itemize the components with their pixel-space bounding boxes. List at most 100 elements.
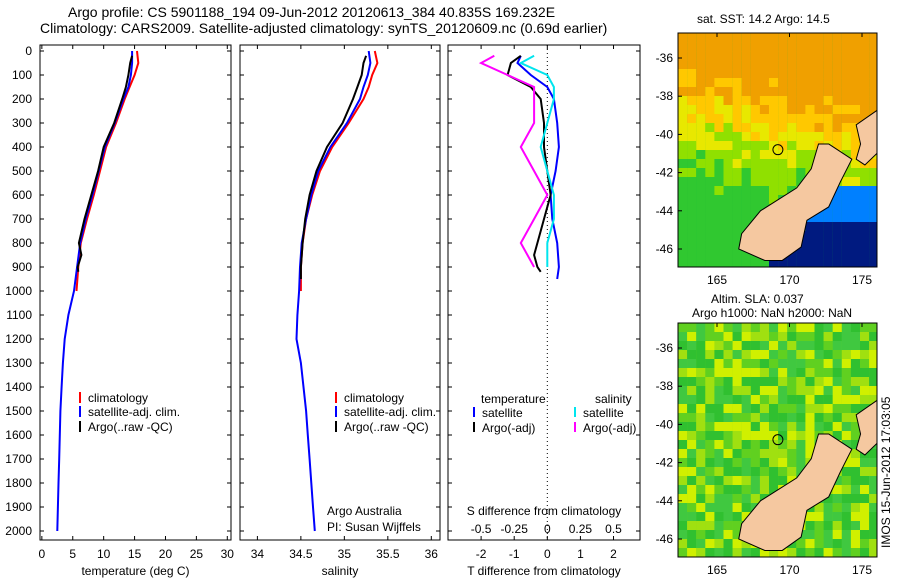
map-cell [741, 204, 751, 214]
map-cell [841, 33, 851, 43]
map-cell [723, 323, 733, 333]
map-cell [850, 60, 861, 70]
map-cell [732, 449, 742, 459]
map-cell [696, 78, 706, 88]
map-lat-label: -42 [656, 456, 674, 470]
map-cell [696, 249, 706, 259]
map-cell [732, 168, 742, 178]
map-cell [850, 249, 861, 259]
map-cell [823, 33, 833, 43]
map-cell [805, 449, 815, 459]
map-cell [723, 78, 733, 88]
map-cell [714, 132, 724, 142]
map-cell [814, 368, 824, 378]
map-cell [723, 231, 733, 241]
map-cell [687, 323, 697, 333]
map-cell [723, 204, 733, 214]
map-cell [778, 78, 788, 88]
map-cell [732, 114, 742, 124]
map-cell [796, 69, 806, 79]
map-cell [814, 341, 824, 351]
map-cell [841, 105, 851, 115]
map-cell [787, 395, 797, 405]
map-cell [714, 386, 724, 396]
map-cell [732, 359, 742, 369]
map-cell [732, 332, 742, 342]
map-cell [732, 512, 742, 522]
map-cell [869, 249, 877, 259]
map-cell [741, 33, 751, 43]
map-cell [805, 530, 815, 540]
map-cell [778, 386, 788, 396]
map-cell [759, 51, 770, 61]
map-cell [841, 350, 851, 360]
map-cell [750, 485, 760, 495]
map-cell [723, 186, 733, 196]
map-cell [687, 521, 697, 531]
sla-map-title2: Argo h1000: NaN h2000: NaN [692, 306, 853, 320]
x-tick-label-temp: 5 [69, 547, 76, 561]
map-cell [841, 60, 851, 70]
map-cell [805, 258, 815, 267]
map-cell [814, 548, 824, 557]
map-cell [869, 60, 877, 70]
map-cell [687, 431, 697, 441]
map-lat-label: -38 [656, 89, 674, 103]
map-cell [750, 377, 760, 387]
map-cell [832, 332, 842, 342]
map-cell [832, 42, 842, 52]
map-cell [741, 485, 751, 495]
map-cell [860, 512, 870, 522]
map-cell [714, 548, 724, 557]
map-lat-label: -44 [656, 204, 674, 218]
map-cell [732, 458, 742, 468]
map-cell [759, 413, 770, 423]
map-cell [741, 222, 751, 232]
map-cell [850, 422, 861, 432]
map-cell [850, 204, 861, 214]
x-tick-label-sal: 35.5 [376, 547, 400, 561]
map-cell [723, 213, 733, 223]
map-cell [741, 168, 751, 178]
map-cell [832, 87, 842, 97]
map-cell [696, 467, 706, 477]
map-cell [687, 503, 697, 513]
map-cell [850, 467, 861, 477]
map-cell [705, 395, 715, 405]
map-cell [796, 42, 806, 52]
map-cell [759, 395, 770, 405]
map-cell [750, 159, 760, 169]
map-cell [714, 476, 724, 486]
map-cell [687, 168, 697, 178]
map-cell [732, 258, 742, 267]
map-cell [841, 476, 851, 486]
map-cell [687, 204, 697, 214]
map-cell [696, 222, 706, 232]
map-cell [778, 60, 788, 70]
map-cell [814, 422, 824, 432]
map-cell [705, 548, 715, 557]
map-cell [696, 258, 706, 267]
map-cell [714, 114, 724, 124]
map-cell [769, 168, 779, 178]
map-cell [805, 521, 815, 531]
map-cell [678, 422, 688, 432]
map-cell [823, 78, 833, 88]
map-cell [850, 458, 861, 468]
map-cell [750, 359, 760, 369]
plot-frame-temp [39, 44, 232, 541]
map-cell [769, 78, 779, 88]
map-cell [805, 323, 815, 333]
map-cell [832, 512, 842, 522]
map-cell [759, 87, 770, 97]
map-cell [787, 132, 797, 142]
map-cell [860, 186, 870, 196]
map-cell [841, 231, 851, 241]
map-cell [860, 485, 870, 495]
map-cell [678, 485, 688, 495]
map-cell [741, 87, 751, 97]
map-cell [750, 114, 760, 124]
map-cell [805, 431, 815, 441]
map-cell [678, 377, 688, 387]
map-cell [769, 60, 779, 70]
